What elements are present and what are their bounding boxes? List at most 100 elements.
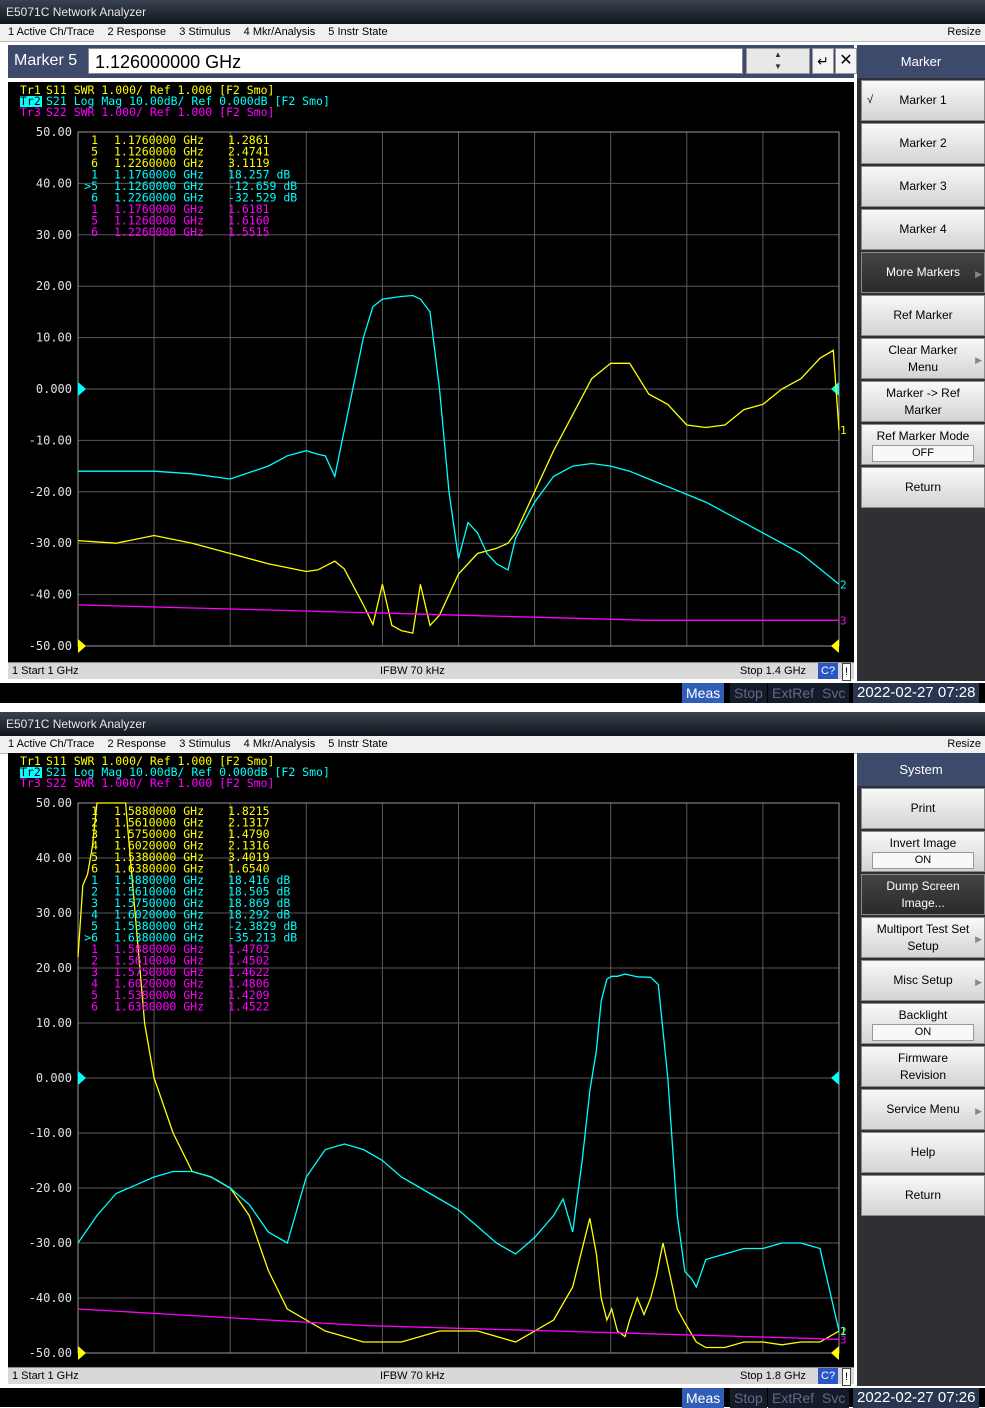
trace-end-label: 3 (840, 614, 847, 627)
start-frequency[interactable]: 1 Start 1 GHz (12, 1370, 79, 1382)
trace-end-label: 2 (840, 1325, 847, 1338)
ref-marker-mode-button[interactable]: Ref Marker Mode OFF (861, 424, 985, 465)
step-down-icon[interactable]: ▼ (774, 62, 782, 71)
marker-table-value: -2.3829 dB (228, 919, 297, 933)
y-tick-label: -20.00 (29, 485, 72, 499)
ifbw-label[interactable]: IFBW 70 kHz (380, 1370, 445, 1382)
more-markers-button[interactable]: More Markers ▶ (861, 252, 985, 293)
resize-button[interactable]: Resize (947, 26, 981, 38)
window-title: E5071C Network Analyzer (6, 717, 147, 731)
y-tick-label: 20.00 (36, 279, 72, 293)
value-stepper[interactable]: ▲ ▼ (746, 48, 810, 74)
reference-level-marker (831, 639, 839, 653)
menu-active-ch-trace[interactable]: 1 Active Ch/Trace (8, 26, 95, 38)
marker-table-index: 5 (91, 850, 98, 864)
dump-screen-image-button[interactable]: Dump Screen Image... (861, 874, 985, 915)
clear-marker-menu-button[interactable]: Clear Marker Menu ▶ (861, 338, 985, 379)
check-icon: √ (867, 94, 874, 106)
marker-table-index: 6 (91, 1000, 98, 1014)
backlight-button[interactable]: Backlight ON (861, 1003, 985, 1044)
resize-button[interactable]: Resize (947, 738, 981, 750)
start-frequency[interactable]: 1 Start 1 GHz (12, 665, 79, 677)
marker-table-index: 2 (91, 885, 98, 899)
marker-frequency-input[interactable]: 1.126000000 GHz (88, 48, 743, 74)
marker-table-frequency: 1.5750000 GHz (114, 896, 204, 910)
trace-plot[interactable]: 50.00 40.00 30.00 20.00 10.00 0.000 -10.00 -20.… (8, 753, 854, 1367)
marker-table-frequency: 1.2260000 GHz (114, 156, 204, 170)
marker-table-frequency: 1.1260000 GHz (114, 214, 204, 228)
reference-level-marker (78, 639, 86, 653)
marker-table-value: 18.505 dB (228, 885, 290, 899)
marker-to-ref-marker-button[interactable]: Marker -> Ref Marker (861, 381, 985, 422)
menu-response[interactable]: 2 Response (107, 26, 167, 38)
y-tick-label: 10.00 (36, 331, 72, 345)
instrument-status-bar: Meas Stop ExtRef Svc 2022-02-27 07:28 (0, 683, 985, 703)
reference-level-marker (78, 382, 86, 396)
reference-level-marker (831, 1346, 839, 1360)
marker-1-button[interactable]: √ Marker 1 (861, 80, 985, 121)
firmware-revision-button[interactable]: Firmware Revision (861, 1046, 985, 1087)
stop-frequency[interactable]: Stop 1.8 GHz (740, 1370, 807, 1382)
return-button[interactable]: Return (861, 467, 985, 508)
return-button[interactable]: Return (861, 1175, 985, 1216)
misc-setup-button[interactable]: Misc Setup ▶ (861, 960, 985, 1001)
marker-table-frequency: 1.6020000 GHz (114, 977, 204, 991)
menu-instr-state[interactable]: 5 Instr State (328, 26, 388, 38)
trace-plot[interactable]: 50.00 40.00 30.00 20.00 10.00 0.000 -10.00 -20.… (8, 82, 854, 662)
marker-table-frequency: 1.5380000 GHz (114, 988, 204, 1002)
marker-table-value: 2.1316 (228, 839, 270, 853)
entry-label: Marker 5 (14, 52, 78, 69)
reference-level-marker (831, 382, 839, 396)
enter-icon[interactable]: ↵ (812, 48, 834, 74)
marker-table-index: 3 (91, 965, 98, 979)
marker-table-frequency: 1.1260000 GHz (114, 145, 204, 159)
step-up-icon[interactable]: ▲ (774, 50, 782, 59)
backlight-value: ON (872, 1023, 974, 1041)
trace-header-label: Tr1 (20, 754, 41, 768)
menu-active-ch-trace[interactable]: 1 Active Ch/Trace (8, 738, 95, 750)
softkey-label: Marker -> Ref Marker (886, 385, 960, 417)
softkey-label: Invert Image (889, 835, 957, 850)
trace-line (77, 604, 839, 621)
menu-instr-state[interactable]: 5 Instr State (328, 738, 388, 750)
channel-status-bar: 1 Start 1 GHz IFBW 70 kHz Stop 1.4 GHz C… (8, 662, 854, 681)
softkey-label: Marker 4 (899, 222, 947, 236)
invert-image-button[interactable]: Invert Image ON (861, 831, 985, 872)
print-button[interactable]: Print (861, 788, 985, 829)
calibration-status-badge: C? (818, 663, 839, 679)
menu-stimulus[interactable]: 3 Stimulus (179, 26, 231, 38)
marker-4-button[interactable]: Marker 4 (861, 209, 985, 250)
service-menu-button[interactable]: Service Menu ▶ (861, 1089, 985, 1130)
marker-table-value: 3.4019 (228, 850, 270, 864)
marker-table-value: -32.529 dB (228, 191, 297, 205)
instrument-status-bar: Meas Stop ExtRef Svc 2022-02-27 07:26 (0, 1388, 985, 1408)
softkey-label: Misc Setup (893, 973, 953, 987)
marker-3-button[interactable]: Marker 3 (861, 166, 985, 207)
marker-table-index: 5 (91, 988, 98, 1002)
y-tick-label: -40.00 (29, 1291, 72, 1305)
window-title: E5071C Network Analyzer (6, 5, 147, 19)
menu-stimulus[interactable]: 3 Stimulus (179, 738, 231, 750)
multiport-test-set-setup-button[interactable]: Multiport Test Set Setup ▶ (861, 917, 985, 958)
help-button[interactable]: Help (861, 1132, 985, 1173)
marker-table-value: 1.2861 (228, 133, 270, 147)
menu-mkr-analysis[interactable]: 4 Mkr/Analysis (243, 738, 316, 750)
y-tick-label: 50.00 (36, 796, 72, 810)
menu-mkr-analysis[interactable]: 4 Mkr/Analysis (243, 26, 316, 38)
y-tick-label: -10.00 (29, 1126, 72, 1140)
trace-line (77, 973, 840, 1332)
marker-table-index: 2 (91, 954, 98, 968)
clock: 2022-02-27 07:26 (853, 1388, 980, 1408)
marker-table-frequency: 1.2260000 GHz (114, 191, 204, 205)
stop-frequency[interactable]: Stop 1.4 GHz (740, 665, 807, 677)
ifbw-label[interactable]: IFBW 70 kHz (380, 665, 445, 677)
marker-2-button[interactable]: Marker 2 (861, 123, 985, 164)
ref-marker-button[interactable]: Ref Marker (861, 295, 985, 336)
clock: 2022-02-27 07:28 (853, 683, 980, 703)
marker-table-frequency: 1.5750000 GHz (114, 965, 204, 979)
marker-table-index: 1 (91, 873, 98, 887)
marker-table-value: 18.257 dB (228, 168, 290, 182)
close-icon[interactable]: ✕ (835, 48, 857, 74)
marker-table-frequency: 1.5610000 GHz (114, 885, 204, 899)
menu-response[interactable]: 2 Response (107, 738, 167, 750)
